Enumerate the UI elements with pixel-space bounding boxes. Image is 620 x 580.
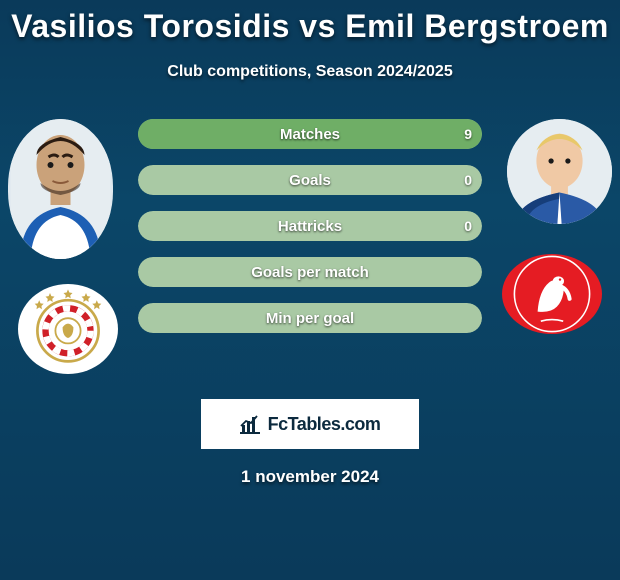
stat-rows: Matches9Goals0Hattricks0Goals per matchM… [138,119,482,349]
player-right-avatar [507,119,612,224]
club-right-badge [502,254,602,334]
stat-label: Goals [138,165,482,195]
page-subtitle: Club competitions, Season 2024/2025 [0,63,620,81]
stat-value-right: 0 [464,211,472,241]
chart-icon [240,414,262,434]
stat-label: Goals per match [138,257,482,287]
brand-text: FcTables.com [268,414,381,435]
page-title: Vasilios Torosidis vs Emil Bergstroem [0,0,620,45]
stat-row: Matches9 [138,119,482,149]
stat-label: Matches [138,119,482,149]
stat-value-right: 0 [464,165,472,195]
comparison-panel: Matches9Goals0Hattricks0Goals per matchM… [0,119,620,379]
stat-label: Min per goal [138,303,482,333]
footer-date: 1 november 2024 [0,467,620,487]
stat-label: Hattricks [138,211,482,241]
stat-row: Goals per match [138,257,482,287]
club-left-badge [18,284,118,374]
stat-row: Hattricks0 [138,211,482,241]
stat-row: Min per goal [138,303,482,333]
stat-row: Goals0 [138,165,482,195]
player-left-avatar [8,119,113,259]
stat-value-right: 9 [464,119,472,149]
brand-box[interactable]: FcTables.com [201,399,419,449]
